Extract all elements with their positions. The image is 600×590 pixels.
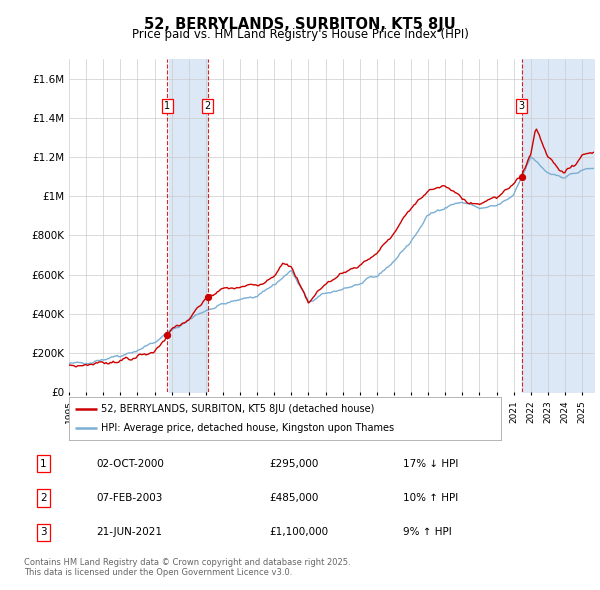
Text: HPI: Average price, detached house, Kingston upon Thames: HPI: Average price, detached house, King… [101, 423, 395, 433]
Text: Price paid vs. HM Land Registry's House Price Index (HPI): Price paid vs. HM Land Registry's House … [131, 28, 469, 41]
Text: 02-OCT-2000: 02-OCT-2000 [97, 458, 164, 468]
Point [517, 172, 526, 181]
Text: £1,100,000: £1,100,000 [269, 527, 329, 537]
Text: 2: 2 [205, 101, 211, 111]
Text: 10% ↑ HPI: 10% ↑ HPI [403, 493, 458, 503]
Text: 21-JUN-2021: 21-JUN-2021 [97, 527, 163, 537]
Text: 9% ↑ HPI: 9% ↑ HPI [403, 527, 452, 537]
Text: 3: 3 [40, 527, 47, 537]
Text: 52, BERRYLANDS, SURBITON, KT5 8JU: 52, BERRYLANDS, SURBITON, KT5 8JU [144, 17, 456, 31]
Point [163, 330, 172, 339]
Text: 1: 1 [164, 101, 170, 111]
Text: 07-FEB-2003: 07-FEB-2003 [97, 493, 163, 503]
Text: Contains HM Land Registry data © Crown copyright and database right 2025.
This d: Contains HM Land Registry data © Crown c… [24, 558, 350, 577]
Text: 17% ↓ HPI: 17% ↓ HPI [403, 458, 459, 468]
Text: £295,000: £295,000 [269, 458, 319, 468]
Text: 1: 1 [40, 458, 47, 468]
Text: 2: 2 [40, 493, 47, 503]
Text: 3: 3 [518, 101, 525, 111]
Text: 52, BERRYLANDS, SURBITON, KT5 8JU (detached house): 52, BERRYLANDS, SURBITON, KT5 8JU (detac… [101, 404, 375, 414]
Point [203, 293, 212, 302]
Text: £485,000: £485,000 [269, 493, 319, 503]
